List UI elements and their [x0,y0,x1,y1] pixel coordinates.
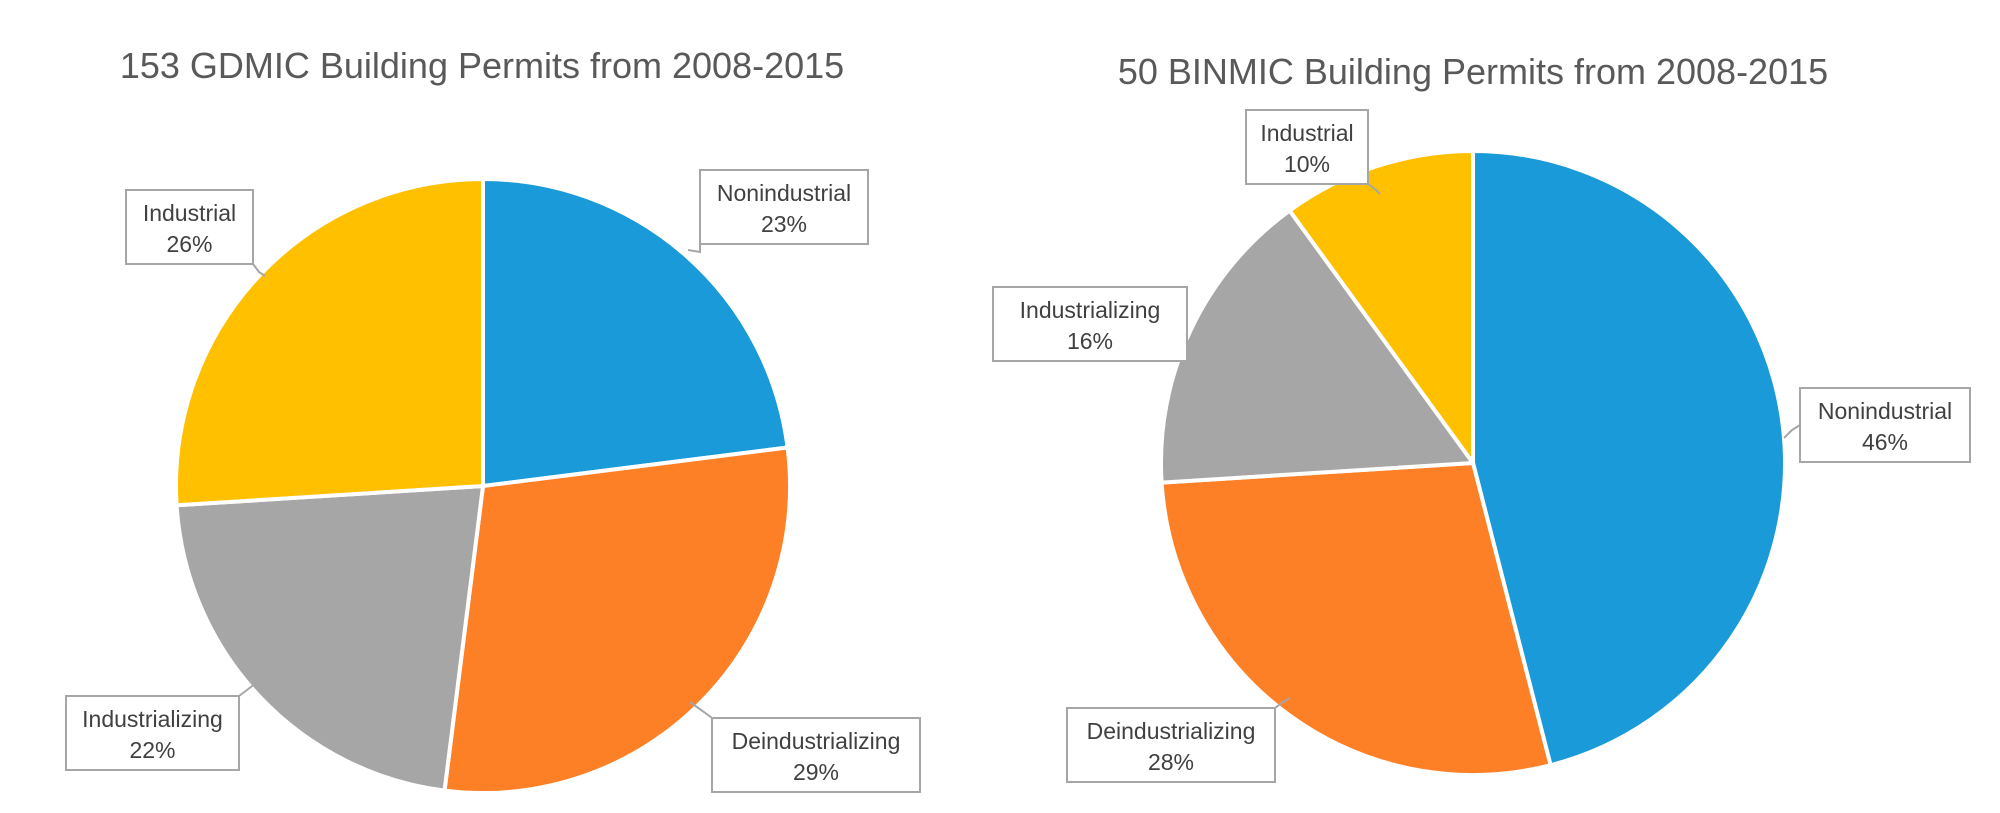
leader-line [1274,697,1291,709]
category-label: Industrializing [82,706,223,732]
callout-box [711,717,921,793]
data-label-deindustrializing: Deindustrializing 29% [689,701,921,793]
percent-label: 29% [793,759,839,785]
pie-slices [1159,149,1787,777]
callout-box [125,189,254,265]
data-label-industrializing: Industrializing 22% [65,671,271,771]
chart-title: 50 BINMIC Building Permits from 2008-201… [1118,51,1828,92]
category-label: Industrial [143,200,236,226]
leader-line [1186,339,1197,353]
category-label: Deindustrializing [1087,718,1256,744]
pie-data-labels: Nonindustrial 46% Deindustrializing 28% Indu… [992,109,1971,783]
pie-slice-industrializing [174,484,485,793]
pie-slice-nonindustrial [1471,149,1787,768]
callout-box [1245,109,1369,185]
pie-slice-industrializing [1159,208,1475,485]
callout-box [1799,387,1971,463]
data-label-industrial: Industrial 26% [125,189,266,277]
percent-label: 23% [761,211,807,237]
percent-label: 26% [166,231,212,257]
percent-label: 46% [1862,429,1908,455]
callout-box [699,169,869,245]
pie-slice-industrial [174,177,485,508]
data-label-nonindustrial: Nonindustrial 46% [1783,387,1971,463]
category-label: Industrial [1260,120,1353,146]
percent-label: 28% [1148,749,1194,775]
pie-slice-deindustrializing [1159,461,1553,777]
percent-label: 10% [1284,151,1330,177]
pie-data-labels: Nonindustrial 23% Deindustrializing 29% Indu… [65,169,921,793]
gdmic-pie-chart: 153 GDMIC Building Permits from 2008-201… [65,45,921,795]
pie-slices [174,177,792,795]
leader-line [689,701,713,719]
category-label: Deindustrializing [732,728,901,754]
data-label-industrial: Industrial 10% [1245,109,1381,195]
leader-line [687,244,701,254]
pie-slice-industrial [1287,149,1475,465]
data-label-deindustrializing: Deindustrializing 28% [1066,697,1291,783]
percent-label: 16% [1067,328,1113,354]
data-label-industrializing: Industrializing 16% [992,286,1197,362]
callout-box [992,286,1188,362]
leader-line [252,263,266,277]
category-label: Nonindustrial [1818,398,1952,424]
leader-line [1367,183,1381,195]
pie-slice-deindustrializing [442,445,792,795]
leader-line [1783,424,1801,439]
data-label-nonindustrial: Nonindustrial 23% [687,169,869,254]
chart-title: 153 GDMIC Building Permits from 2008-201… [120,45,844,86]
callout-box [65,695,240,771]
pie-slice-nonindustrial [481,177,790,488]
category-label: Nonindustrial [717,180,851,206]
category-label: Industrializing [1020,297,1161,323]
leader-line [238,671,271,697]
binmic-pie-chart: 50 BINMIC Building Permits from 2008-201… [992,51,1971,783]
callout-box [1066,707,1276,783]
percent-label: 22% [129,737,175,763]
